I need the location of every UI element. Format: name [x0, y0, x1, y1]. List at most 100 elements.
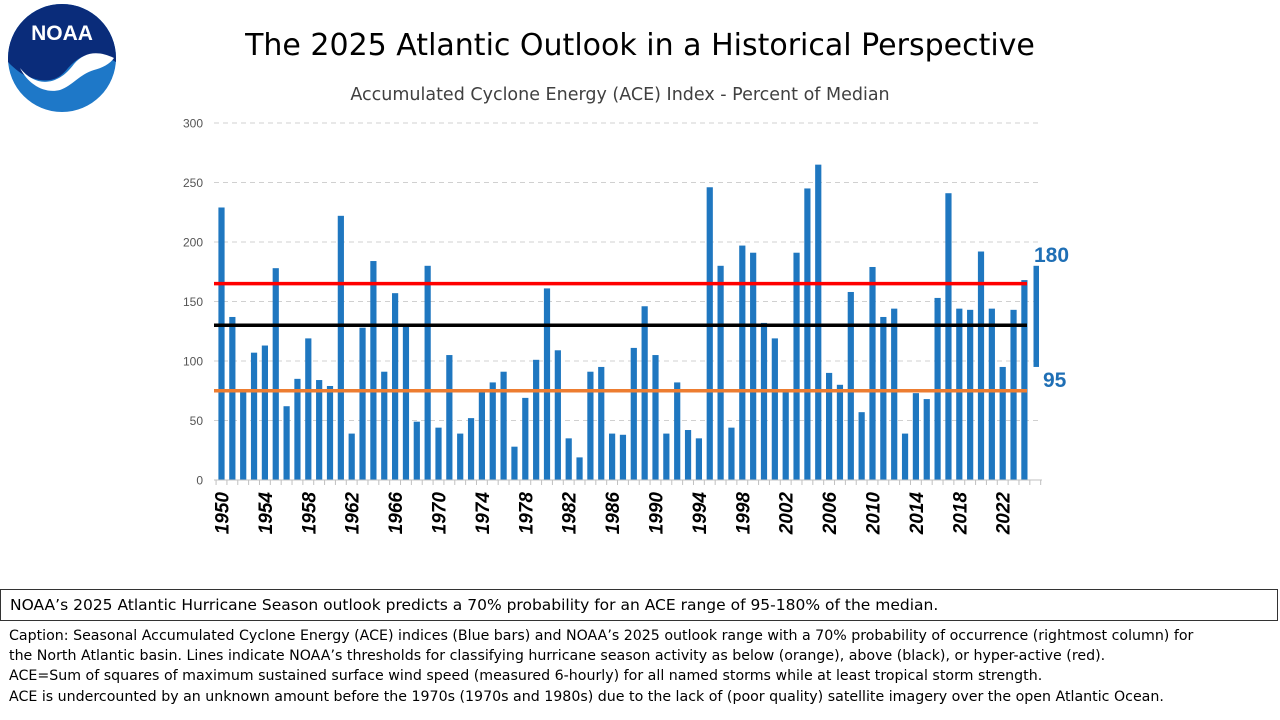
bar-2020: [977, 251, 985, 480]
bar-2012: [891, 308, 898, 480]
bar-2019: [967, 309, 974, 480]
bar-1951: [229, 316, 236, 480]
bar-1998: [739, 245, 746, 480]
bar-1959: [316, 380, 323, 480]
x-tick-label: 1994: [690, 492, 711, 535]
y-tick-label: 0: [196, 474, 203, 488]
noaa-logo: NOAA: [8, 4, 116, 112]
bar-2009: [858, 412, 865, 480]
bar-1972: [457, 433, 464, 480]
bar-1975: [489, 382, 496, 480]
outlook-range-bar: [1033, 265, 1039, 367]
bar-1960: [326, 385, 334, 480]
y-tick-label: 300: [183, 117, 203, 131]
bar-1966: [392, 293, 399, 480]
x-tick-label: 1962: [343, 492, 364, 535]
bar-1964: [370, 261, 377, 480]
bar-2018: [956, 308, 963, 480]
bar-2013: [901, 433, 909, 480]
x-tick-label: 2022: [994, 492, 1015, 536]
y-tick-label: 100: [183, 355, 203, 369]
x-tick-label: 1966: [386, 492, 407, 535]
bar-2016: [934, 297, 941, 480]
bar-1996: [717, 265, 724, 480]
x-tick-label: 1982: [560, 492, 581, 535]
bar-1961: [337, 215, 344, 480]
y-axis: 0 50 100 150 200 250 300: [183, 117, 203, 488]
bar-1974: [478, 390, 485, 480]
bar-1995: [706, 187, 713, 480]
y-tick-label: 150: [183, 295, 203, 309]
x-tick-label: 2002: [777, 492, 798, 536]
bar-1963: [359, 327, 366, 480]
bar-1976: [500, 371, 507, 480]
chart-subtitle: Accumulated Cyclone Energy (ACE) Index -…: [350, 85, 889, 105]
bar-1987: [619, 434, 627, 480]
bar-2003: [793, 252, 800, 480]
caption-block: Caption: Seasonal Accumulated Cyclone En…: [9, 626, 1271, 707]
bar-2004: [804, 188, 811, 480]
bar-2015: [923, 399, 930, 480]
bar-1970: [435, 427, 442, 480]
ace-bar-chart: 0 50 100 150 200 250 300 1950 1954 1958 1962 1966 1…: [183, 85, 1069, 536]
bar-1986: [609, 433, 616, 480]
bar-2023: [1010, 309, 1017, 480]
bar-1992: [674, 382, 681, 480]
x-tick-label: 1950: [213, 492, 234, 535]
bar-1956: [283, 406, 290, 480]
bars: [218, 164, 1028, 481]
bar-1962: [348, 433, 355, 480]
y-tick-label: 250: [183, 176, 203, 190]
bar-2005: [815, 164, 822, 480]
caption-line: the North Atlantic basin. Lines indicate…: [9, 648, 1106, 665]
bar-1993: [684, 430, 692, 480]
outlook-summary-text: NOAA’s 2025 Atlantic Hurricane Season ou…: [10, 596, 939, 614]
bar-1980: [543, 288, 551, 480]
x-tick-label: 2006: [820, 492, 841, 536]
bar-1965: [381, 371, 388, 480]
bar-1985: [598, 366, 605, 480]
logo-text: NOAA: [31, 22, 93, 45]
bar-1994: [695, 438, 702, 480]
outlook-low-label: 95: [1043, 369, 1067, 392]
bar-2008: [847, 291, 854, 480]
x-tick-label: 2010: [864, 492, 885, 536]
bar-1989: [641, 306, 648, 480]
bar-1983: [576, 457, 583, 480]
outlook-summary-box: NOAA’s 2025 Atlantic Hurricane Season ou…: [0, 589, 1278, 621]
bar-2022: [999, 366, 1006, 480]
bar-1981: [554, 350, 561, 480]
y-tick-label: 50: [190, 414, 204, 428]
bar-1991: [663, 433, 670, 480]
bar-2007: [836, 384, 844, 480]
bar-2021: [988, 308, 995, 480]
bar-1968: [413, 421, 420, 480]
caption-line: ACE=Sum of squares of maximum sustained …: [9, 668, 1043, 685]
bar-1990: [652, 355, 659, 480]
bar-1969: [424, 265, 431, 480]
x-tick-label: 1958: [299, 492, 320, 535]
bar-2002: [782, 390, 789, 480]
x-tick-label: 1990: [647, 492, 668, 535]
bar-1999: [750, 252, 757, 480]
bar-1988: [630, 347, 637, 480]
bar-1977: [511, 446, 518, 480]
bar-2011: [880, 316, 887, 480]
bar-1955: [272, 268, 279, 480]
bar-1958: [305, 338, 312, 480]
x-tick-label: 1954: [256, 492, 277, 535]
x-tick-label: 2018: [950, 492, 971, 536]
x-tick-label: 1974: [473, 492, 494, 535]
bar-1950: [218, 207, 225, 481]
y-tick-label: 200: [183, 236, 203, 250]
bar-1984: [587, 371, 594, 480]
outlook-range: 180 95: [1033, 244, 1069, 392]
outlook-high-label: 180: [1034, 244, 1069, 267]
x-tick-label: 1986: [603, 492, 624, 535]
bar-1982: [565, 438, 572, 480]
x-tick-label: 2014: [907, 492, 928, 536]
bar-1957: [294, 378, 301, 480]
bar-2006: [826, 372, 833, 480]
page-title: The 2025 Atlantic Outlook in a Historica…: [245, 28, 1035, 63]
bar-1979: [533, 359, 540, 480]
